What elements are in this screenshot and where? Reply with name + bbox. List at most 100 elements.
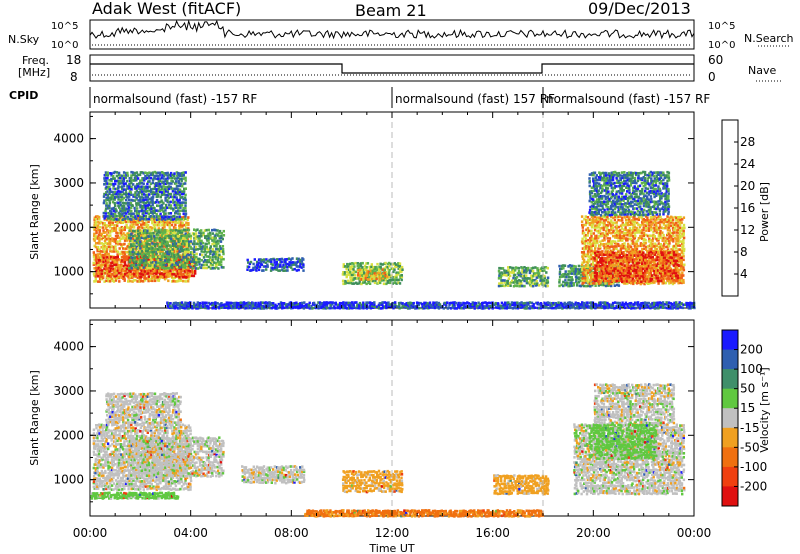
scatter-cell — [165, 247, 169, 250]
scatter-cell — [156, 250, 160, 253]
scatter-cell — [610, 284, 613, 288]
scatter-cell — [166, 250, 169, 253]
scatter-cell — [607, 217, 610, 221]
scatter-cell — [121, 259, 124, 262]
scatter-cell — [577, 281, 581, 284]
scatter-cell — [584, 273, 587, 277]
scatter-cell — [214, 252, 218, 256]
scatter-cell — [671, 218, 675, 222]
scatter-cell — [179, 267, 183, 271]
scatter-cell — [141, 199, 144, 202]
scatter-cell — [149, 218, 152, 221]
scatter-cell — [177, 279, 180, 283]
scatter-cell — [143, 226, 146, 230]
scatter-cell — [599, 243, 603, 246]
scatter-cell — [143, 206, 146, 209]
scatter-cell — [122, 277, 125, 280]
scatter-cell — [636, 244, 640, 248]
scatter-cell — [397, 267, 400, 270]
scatter-cell — [111, 221, 114, 225]
scatter-cell — [171, 252, 175, 255]
scatter-cell — [184, 234, 187, 238]
scatter-cell — [518, 284, 521, 288]
scatter-cell — [157, 187, 160, 190]
scatter-cell — [655, 221, 658, 225]
scatter-cell — [162, 248, 166, 251]
scatter-cell — [159, 195, 162, 199]
scatter-cell — [610, 240, 613, 243]
scatter-cell — [186, 248, 189, 251]
scatter-cell — [162, 174, 166, 178]
scatter-cell — [98, 242, 101, 245]
scatter-cell — [113, 198, 116, 201]
scatter-cell — [191, 266, 195, 270]
scatter-cell — [262, 258, 266, 261]
scatter-cell — [146, 171, 149, 175]
scatter-cell — [119, 174, 122, 177]
scatter-cell — [151, 255, 154, 259]
scatter-cell — [605, 274, 609, 278]
scatter-cell — [159, 204, 162, 208]
scatter-cell — [629, 245, 633, 249]
scatter-cell — [204, 253, 207, 257]
scatter-cell — [652, 221, 655, 224]
scatter-cell — [560, 264, 564, 268]
scatter-cell — [606, 259, 610, 262]
scatter-cell — [676, 244, 680, 247]
scatter-cell — [104, 215, 107, 218]
scatter-cell — [292, 263, 295, 266]
scatter-cell — [252, 266, 255, 270]
scatter-cell — [140, 245, 143, 248]
scatter-cell — [395, 278, 398, 282]
scatter-cell — [132, 218, 136, 222]
scatter-cell — [187, 223, 190, 227]
scatter-cell — [116, 224, 119, 227]
scatter-cell — [178, 198, 181, 202]
scatter-cell — [132, 195, 135, 198]
scatter-cell — [174, 268, 177, 272]
scatter-cell — [538, 272, 541, 275]
scatter-cell — [154, 229, 158, 232]
scatter-cell — [158, 270, 161, 273]
scatter-cell — [660, 220, 664, 224]
scatter-cell — [175, 191, 178, 194]
scatter-cell — [183, 270, 186, 273]
scatter-cell — [582, 260, 586, 264]
scatter-cell — [119, 176, 122, 180]
scatter-cell — [199, 245, 203, 248]
scatter-cell — [666, 245, 669, 248]
scatter-cell — [597, 253, 600, 257]
scatter-cell — [115, 277, 118, 280]
scatter-cell — [620, 259, 623, 262]
scatter-cell — [302, 269, 305, 272]
scatter-cell — [668, 239, 671, 243]
scatter-cell — [147, 272, 150, 275]
scatter-cell — [358, 274, 362, 278]
scatter-cell — [641, 265, 644, 268]
scatter-cell — [180, 270, 183, 273]
scatter-cell — [497, 269, 501, 273]
scatter-cell — [137, 247, 140, 250]
scatter-cell — [132, 237, 135, 241]
scatter-cell — [613, 221, 616, 225]
scatter-cell — [129, 264, 133, 267]
scatter-cell — [642, 234, 645, 237]
scatter-cell — [386, 281, 389, 284]
scatter-cell — [146, 173, 149, 177]
scatter-cell — [135, 241, 138, 245]
scatter-cell — [147, 279, 150, 283]
scatter-cell — [611, 259, 614, 262]
scatter-cell — [362, 270, 365, 273]
scatter-cell — [293, 261, 297, 264]
scatter-cell — [122, 174, 126, 177]
scatter-cell — [189, 241, 193, 245]
scatter-cell — [155, 177, 158, 181]
scatter-cell — [371, 279, 375, 283]
scatter-cell — [166, 242, 169, 245]
scatter-cell — [102, 211, 105, 215]
scatter-cell — [583, 284, 586, 288]
scatter-cell — [674, 226, 677, 230]
scatter-cell — [569, 270, 572, 273]
scatter-cell — [632, 282, 635, 286]
scatter-cell — [664, 281, 667, 285]
